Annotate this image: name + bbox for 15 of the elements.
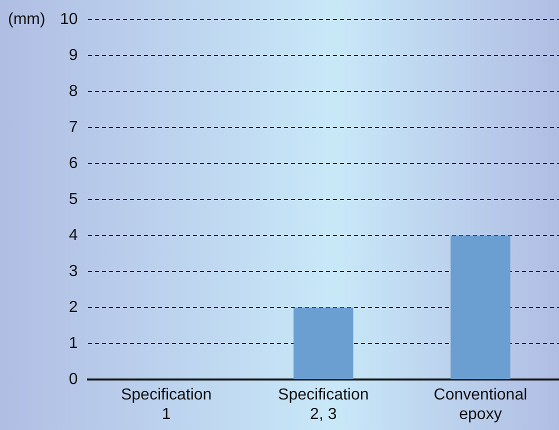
x-tick-label: Conventional epoxy — [434, 386, 528, 423]
y-tick-label: 10 — [60, 11, 78, 28]
y-tick-label: 1 — [68, 335, 78, 352]
y-tick-label: 7 — [68, 119, 78, 136]
y-tick-label: 0 — [68, 371, 78, 388]
y-tick-label: 4 — [68, 227, 78, 244]
y-tick-label: 9 — [68, 47, 78, 64]
y-tick-label: 2 — [68, 299, 78, 316]
y-axis-title: (mm) — [8, 11, 46, 28]
x-tick-label: Specification 1 — [120, 386, 212, 423]
y-tick-label: 8 — [68, 83, 78, 100]
y-tick-label: 6 — [68, 155, 78, 172]
x-tick-label: Specification 2, 3 — [278, 386, 369, 423]
y-tick-label: 5 — [68, 191, 78, 208]
y-tick-label: 3 — [68, 263, 78, 280]
